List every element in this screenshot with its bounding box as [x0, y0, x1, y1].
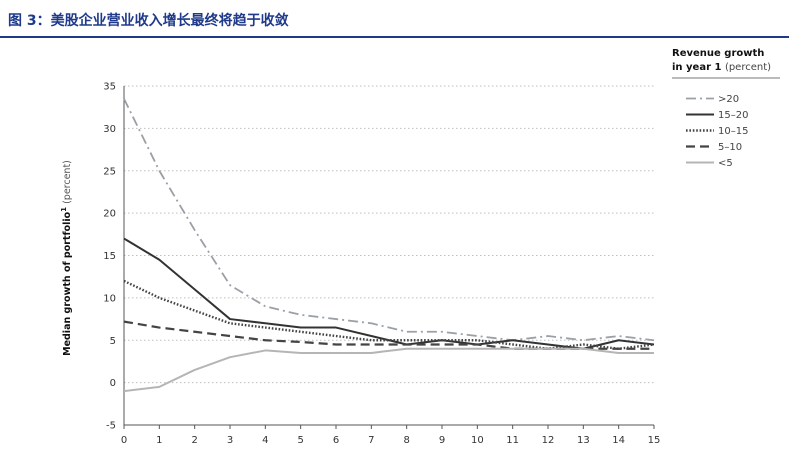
legend-label: >20 [718, 94, 739, 105]
y-tick-label: -5 [106, 421, 116, 432]
figure-header: 图 3：美股企业营业收入增长最终将趋于收敛 [0, 0, 789, 38]
y-tick-label: 25 [103, 166, 116, 177]
legend-title: Revenue growth [672, 48, 764, 59]
series-line-gt20 [123, 98, 655, 342]
series-line-lt5 [123, 347, 654, 393]
y-tick-label: 10 [103, 293, 116, 304]
x-tick-label: 9 [439, 435, 445, 446]
y-tick-label: 15 [103, 251, 116, 262]
x-tick-label: 7 [368, 435, 374, 446]
x-tick-label: 12 [542, 435, 555, 446]
gridlines [124, 85, 654, 426]
y-tick-label: 20 [103, 209, 116, 220]
legend-label: 5–10 [718, 142, 742, 153]
x-tick-label: 8 [403, 435, 409, 446]
x-tick-label: 4 [262, 435, 268, 446]
series-line-5-10 [123, 320, 654, 350]
figure-title: 图 3：美股企业营业收入增长最终将趋于收敛 [8, 13, 289, 29]
y-tick-label: 30 [103, 124, 116, 135]
legend-label: <5 [718, 158, 733, 169]
x-tick-label: 1 [156, 435, 162, 446]
series-line-15-20 [123, 237, 655, 350]
x-tick-label: 2 [191, 435, 197, 446]
x-tick-label: 10 [471, 435, 484, 446]
axes [123, 86, 654, 426]
y-tick-label: 0 [110, 378, 116, 389]
legend-label: 10–15 [718, 126, 748, 137]
x-tick-label: 6 [333, 435, 339, 446]
y-tick-label: 35 [103, 82, 116, 93]
series-line-10-15 [123, 279, 655, 350]
series-lines [123, 98, 655, 393]
y-tick-label: 5 [110, 336, 116, 347]
x-tick-label: 5 [297, 435, 303, 446]
x-tick-label: 13 [577, 435, 590, 446]
y-axis-label: Median growth of portfolio1 (percent) [60, 160, 73, 356]
legend: Revenue growth in year 1 (percent) >20 15–2… [672, 48, 780, 169]
legend-title-line2: in year 1 (percent) [672, 62, 771, 73]
x-tick-label: 0 [121, 435, 127, 446]
x-tick-label: 14 [612, 435, 625, 446]
y-axis-ticks: -5 0 5 10 15 20 25 30 35 [103, 82, 116, 432]
x-tick-label: 3 [227, 435, 233, 446]
x-tick-label: 15 [648, 435, 661, 446]
title-rule [0, 36, 789, 38]
x-axis-ticks: 0 1 2 3 4 5 6 7 8 9 10 11 12 13 14 15 [121, 425, 661, 446]
x-tick-label: 11 [506, 435, 519, 446]
legend-label: 15–20 [718, 110, 748, 121]
